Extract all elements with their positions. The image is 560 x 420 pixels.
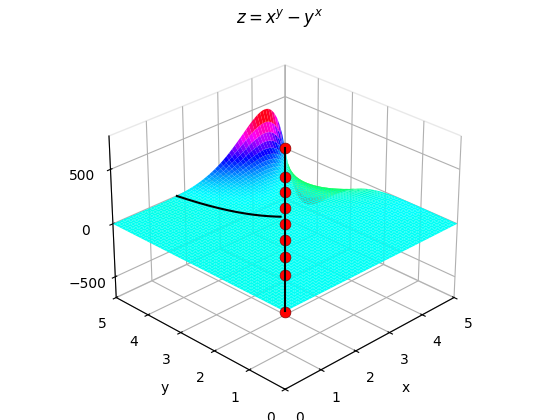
X-axis label: x: x bbox=[402, 381, 410, 395]
Title: $z = x^y - y^x$: $z = x^y - y^x$ bbox=[236, 7, 324, 29]
Y-axis label: y: y bbox=[161, 381, 169, 395]
